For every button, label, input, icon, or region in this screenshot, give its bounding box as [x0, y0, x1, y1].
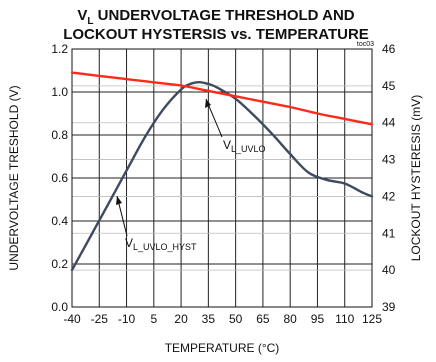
y-right-axis-ticks: 39 40 41 42 43 44 45 46 — [382, 42, 396, 314]
y-right-tick-label: 45 — [382, 79, 396, 93]
y-left-tick-label: 0.8 — [51, 128, 68, 142]
y-left-axis-label: UNDERVOLTAGE TRESHOLD (V) — [7, 85, 21, 270]
y-left-axis-ticks: 0.0 0.2 0.4 0.6 0.8 1.0 1.2 — [51, 42, 68, 314]
figure-id: toc03 — [357, 41, 374, 48]
y-right-tick-label: 44 — [382, 116, 396, 130]
chart-title-line-1: VL UNDERVOLTAGE THRESHOLD AND — [77, 7, 354, 27]
annotation-uvlo-label: VL_UVLO — [223, 138, 266, 154]
series-line-vl-uvlo — [72, 73, 372, 125]
x-tick-label: 65 — [256, 312, 270, 326]
y-left-tick-label: 0.0 — [51, 300, 68, 314]
chart-title-line-2: LOCKOUT HYSTERSIS vs. TEMPERATURE — [63, 26, 369, 43]
x-tick-label: 35 — [202, 312, 216, 326]
y-right-tick-label: 42 — [382, 189, 396, 203]
x-tick-label: 110 — [335, 312, 354, 326]
x-tick-label: -40 — [63, 312, 81, 326]
grid — [72, 49, 372, 307]
x-tick-label: 95 — [311, 312, 325, 326]
y-right-tick-label: 43 — [382, 153, 396, 167]
series-layer — [72, 73, 372, 271]
x-tick-label: 5 — [150, 312, 157, 326]
x-tick-label: -10 — [118, 312, 136, 326]
y-right-tick-label: 41 — [382, 226, 396, 240]
x-tick-label: 20 — [174, 312, 188, 326]
y-left-tick-label: 0.6 — [51, 171, 68, 185]
y-right-tick-label: 46 — [382, 42, 396, 56]
annotation-arrowhead-hyst — [116, 196, 122, 205]
x-tick-label: 80 — [284, 312, 298, 326]
series-line-vl-uvlo-hyst — [72, 82, 372, 270]
y-right-tick-label: 40 — [382, 263, 396, 277]
y-left-tick-label: 0.4 — [51, 214, 68, 228]
y-right-axis-label: LOCKOUT HYSTERESIS (mV) — [409, 95, 423, 261]
x-tick-label: -25 — [91, 312, 109, 326]
annotation-hyst-label: VL_UVLO_HYST — [125, 236, 197, 252]
x-axis-label: TEMPERATURE (°C) — [165, 341, 280, 355]
x-axis-ticks: -40 -25 -10 5 20 35 50 65 80 95 110 125 — [63, 312, 382, 326]
y-left-tick-label: 0.2 — [51, 257, 68, 271]
x-tick-label: 125 — [362, 312, 382, 326]
x-tick-label: 50 — [229, 312, 243, 326]
y-left-tick-label: 1.0 — [51, 85, 68, 99]
y-right-tick-label: 39 — [382, 300, 396, 314]
y-left-tick-label: 1.2 — [51, 42, 68, 56]
